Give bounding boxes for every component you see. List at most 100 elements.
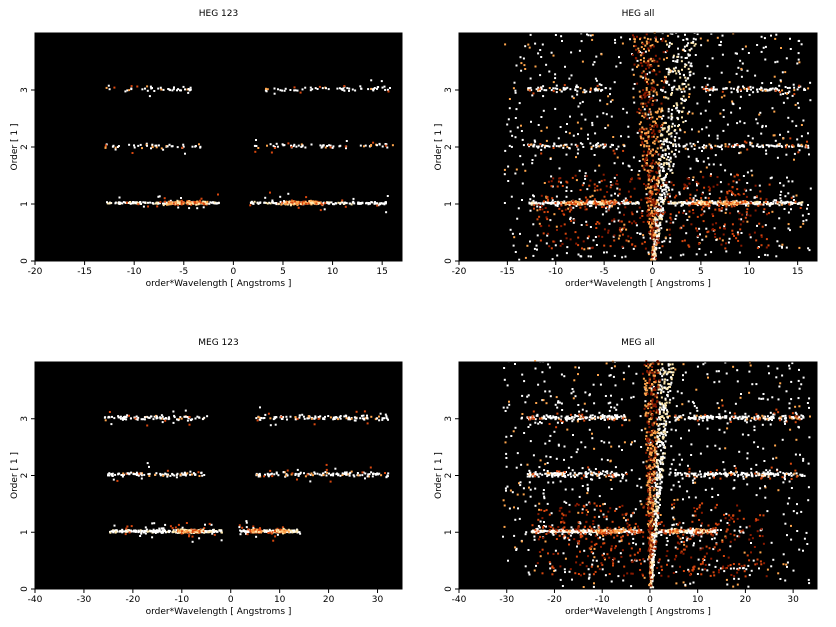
heatmap-cell — [645, 145, 648, 148]
heatmap-cell — [656, 200, 659, 203]
heatmap-cell — [764, 45, 767, 48]
heatmap-cell — [642, 234, 645, 237]
heatmap-cell — [674, 136, 677, 138]
heatmap-cell — [668, 233, 671, 236]
heatmap-cell — [778, 204, 781, 207]
heatmap-cell — [683, 239, 686, 242]
heatmap-cell — [600, 203, 603, 206]
heatmap-cell — [631, 243, 634, 246]
heatmap-cell — [658, 241, 661, 244]
heatmap-cell — [657, 213, 659, 216]
heatmap-cell — [791, 120, 794, 123]
heatmap-cell — [572, 201, 574, 204]
heatmap-cell — [601, 201, 604, 204]
heatmap-cell — [689, 167, 692, 170]
heatmap-cell — [655, 161, 658, 164]
heatmap-cell — [582, 146, 585, 148]
heatmap-cell — [601, 206, 603, 208]
heatmap-cell — [125, 529, 128, 532]
heatmap-cell — [585, 220, 588, 223]
heatmap-cell — [542, 201, 545, 204]
heatmap-cell — [530, 120, 532, 123]
heatmap-cell — [747, 88, 750, 90]
heatmap-cell — [659, 187, 662, 190]
heatmap-cell — [643, 116, 646, 119]
heatmap-cell — [687, 202, 690, 205]
heatmap-cell — [624, 199, 627, 202]
heatmap-cell — [110, 530, 113, 533]
heatmap-cell — [245, 526, 248, 529]
heatmap-cell — [303, 417, 306, 420]
heatmap-cell — [259, 530, 262, 533]
heatmap-cell — [188, 416, 191, 418]
y-axis-label: Order [ 1 ] — [10, 452, 20, 499]
heatmap-cell — [709, 174, 712, 177]
heatmap-cell — [770, 176, 773, 179]
heatmap-cell — [509, 228, 512, 231]
heatmap-cell — [641, 72, 644, 75]
heatmap-cell — [589, 226, 592, 228]
heatmap-cell — [645, 187, 648, 190]
heatmap-cell — [660, 216, 663, 219]
heatmap-cell — [774, 139, 777, 142]
heatmap-cell — [688, 54, 691, 57]
heatmap-cell — [367, 88, 370, 91]
heatmap-cell — [742, 201, 745, 204]
heatmap-cell — [676, 59, 679, 62]
heatmap-cell — [690, 65, 693, 68]
heatmap-cell — [534, 201, 537, 204]
heatmap-cell — [569, 115, 571, 118]
heatmap-cell — [807, 213, 810, 215]
heatmap-cell — [540, 145, 543, 148]
heatmap-cell — [642, 43, 645, 45]
heatmap-cell — [721, 90, 724, 93]
heatmap-cell — [682, 39, 685, 41]
heatmap-cell — [663, 58, 665, 61]
heatmap-cell — [176, 472, 179, 475]
heatmap-cell — [659, 158, 662, 161]
heatmap-cell — [379, 203, 382, 206]
heatmap-cell — [200, 471, 203, 474]
heatmap-cell — [655, 200, 658, 203]
heatmap-cell — [678, 150, 681, 153]
heatmap-cell — [164, 531, 167, 534]
heatmap-cell — [297, 474, 300, 477]
heatmap-cell — [372, 89, 375, 92]
heatmap-cell — [689, 49, 691, 52]
heatmap-cell — [114, 202, 117, 205]
heatmap-cell — [298, 202, 301, 205]
heatmap-cell — [211, 532, 214, 535]
heatmap-cell — [554, 34, 557, 36]
heatmap-cell — [632, 202, 635, 205]
heatmap-cell — [589, 87, 592, 90]
heatmap-cell — [642, 137, 645, 140]
heatmap-cell — [273, 92, 276, 95]
heatmap-cell — [778, 89, 780, 92]
heatmap-cell — [259, 475, 262, 478]
heatmap-cell — [209, 201, 212, 204]
heatmap-cell — [538, 87, 541, 90]
heatmap-cell — [572, 134, 575, 137]
heatmap-cell — [736, 231, 739, 234]
heatmap-cell — [370, 471, 373, 474]
heatmap-cell — [128, 531, 131, 534]
heatmap-cell — [155, 417, 158, 420]
heatmap-cell — [590, 202, 593, 205]
heatmap-cell — [344, 414, 347, 417]
heatmap-cell — [154, 532, 157, 534]
heatmap-cell — [577, 203, 580, 206]
heatmap-cells — [503, 31, 812, 261]
heatmap-cell — [108, 88, 111, 91]
heatmap-cell — [560, 90, 563, 93]
heatmap-cell — [627, 202, 630, 205]
heatmap-cell — [699, 203, 702, 206]
heatmap-cell — [708, 202, 711, 205]
heatmap-cell — [652, 69, 655, 71]
heatmap-cell — [595, 206, 597, 209]
heatmap-cell — [515, 108, 518, 111]
heatmap-cell — [638, 50, 641, 53]
heatmap-cell — [682, 224, 685, 227]
heatmap-cell — [376, 86, 379, 89]
heatmap-cell — [293, 89, 296, 92]
heatmap-cell — [759, 203, 762, 206]
